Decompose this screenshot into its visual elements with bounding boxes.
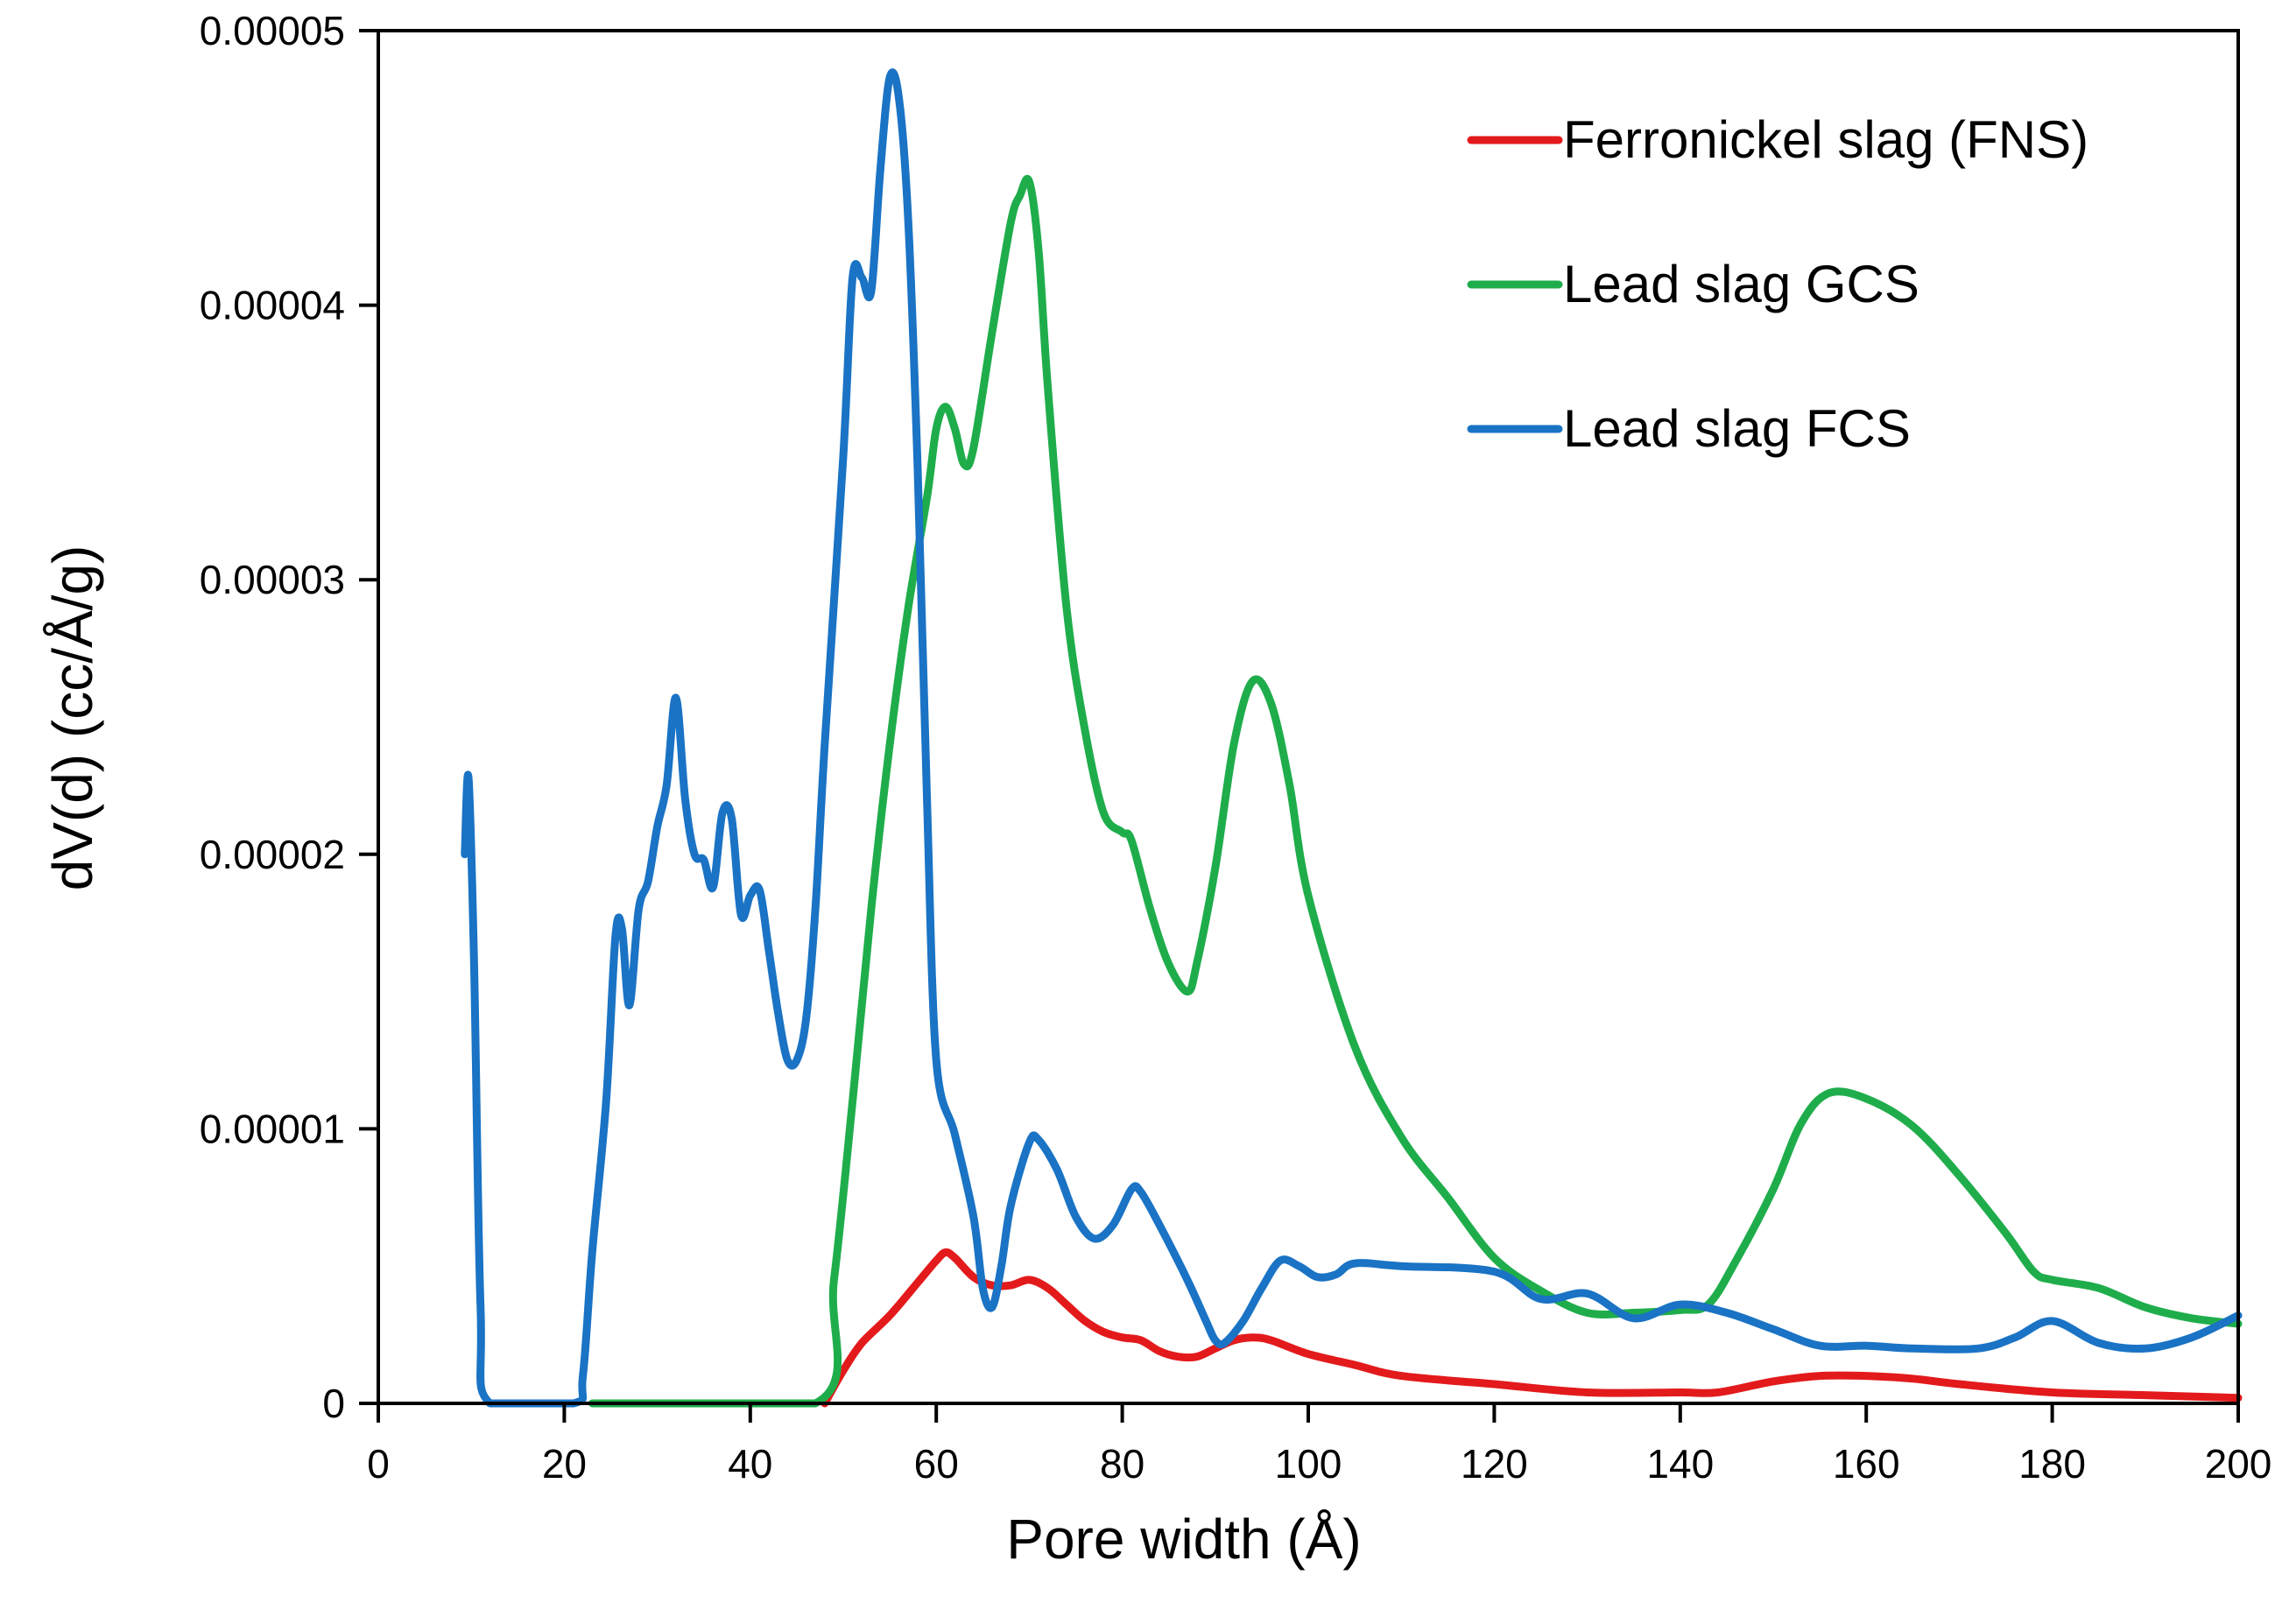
x-tick-label: 100 <box>1275 1441 1342 1487</box>
y-tick-label: 0.00002 <box>200 832 345 877</box>
x-tick-label: 20 <box>542 1441 587 1487</box>
x-tick-label: 160 <box>1833 1441 1900 1487</box>
legend-label: Lead slag FCS <box>1563 399 1911 458</box>
series-layer <box>461 68 2243 1408</box>
series-line-lead-slag-gcs <box>588 174 2243 1408</box>
y-tick-label: 0 <box>322 1381 345 1426</box>
x-tick-label: 140 <box>1646 1441 1714 1487</box>
series-line-lead-slag-fcs <box>461 68 2243 1408</box>
plot-frame <box>377 29 2240 1405</box>
x-tick-label: 0 <box>367 1441 390 1487</box>
legend-label: Lead slag GCS <box>1563 255 1919 313</box>
x-tick-label: 40 <box>728 1441 772 1487</box>
legend: Ferronickel slag (FNS) Lead slag GCS Lead … <box>1467 110 2088 458</box>
x-tick-label: 120 <box>1461 1441 1528 1487</box>
y-tick-label: 0.00003 <box>200 557 345 602</box>
x-tick-label: 200 <box>2205 1441 2272 1487</box>
x-tick-label: 180 <box>2018 1441 2086 1487</box>
y-tick-label: 0.00004 <box>200 283 345 328</box>
x-tick-label: 80 <box>1100 1441 1145 1487</box>
legend-label: Ferronickel slag (FNS) <box>1563 110 2088 169</box>
y-axis-title: dV(d) (cc/Å/g) <box>41 545 104 891</box>
series-line-ferronickel-slag-fns <box>821 1248 2243 1408</box>
x-tick-label: 60 <box>914 1441 959 1487</box>
axis-layer: 0 20 40 60 80 100 120 140 160 180 200 0 0.00001 0.000… <box>200 8 2272 1487</box>
y-tick-label: 0.00001 <box>200 1106 345 1151</box>
y-tick-label: 0.00005 <box>200 8 345 53</box>
x-axis-title: Pore width (Å) <box>1006 1508 1361 1571</box>
